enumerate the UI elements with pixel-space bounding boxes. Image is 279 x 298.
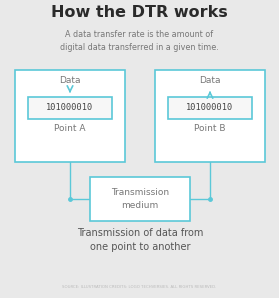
Text: How the DTR works: How the DTR works [51,5,228,20]
Bar [15,70,125,162]
Bar [168,97,252,119]
Text: Data: Data [59,76,81,85]
Text: Transmission
medium: Transmission medium [111,188,169,210]
Text: Data: Data [199,76,221,85]
Text: SOURCE: ILLUSTRATION CREDITS: LOGO TECHVERSIES. ALL RIGHTS RESERVED.: SOURCE: ILLUSTRATION CREDITS: LOGO TECHV… [62,285,217,289]
Bar [90,177,190,221]
Text: A data transfer rate is the amount of
digital data transferred in a given time.: A data transfer rate is the amount of di… [60,30,219,52]
Text: 101000010: 101000010 [46,103,94,113]
Bar [155,70,265,162]
Bar [28,97,112,119]
Text: Point A: Point A [54,124,86,133]
Text: Transmission of data from
one point to another: Transmission of data from one point to a… [77,228,203,252]
Text: Point B: Point B [194,124,226,133]
Text: 101000010: 101000010 [186,103,234,113]
